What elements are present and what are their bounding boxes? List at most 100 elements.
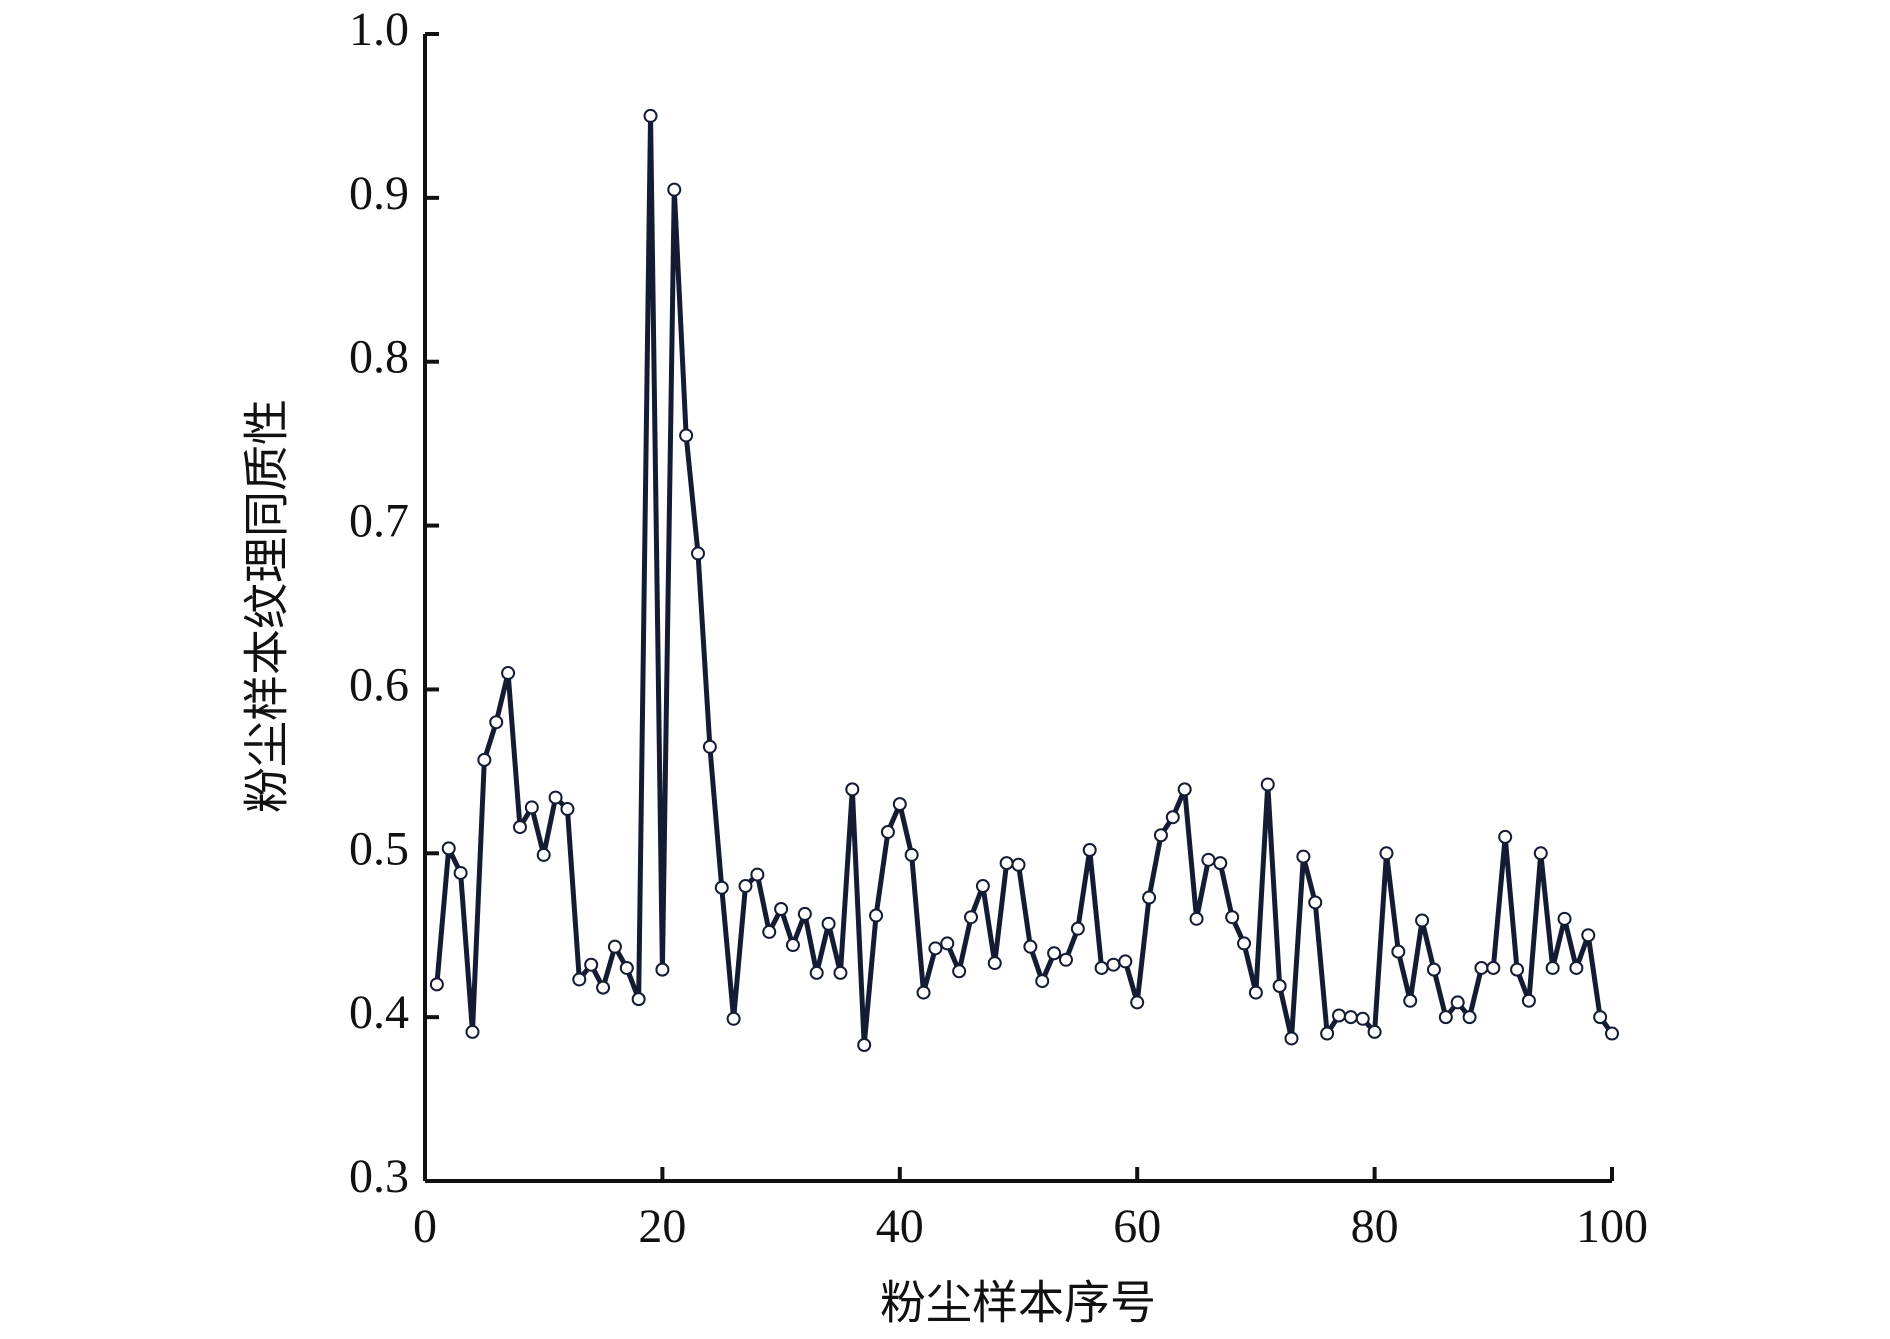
data-point (1533, 846, 1548, 861)
y-axis-title: 粉尘样本纹理同质性 (242, 399, 293, 813)
x-tick-label: 40 (876, 1200, 924, 1253)
data-point (1260, 777, 1275, 792)
data-point (1498, 829, 1513, 844)
data-point (429, 977, 444, 992)
data-point (501, 666, 516, 681)
data-point (1355, 1011, 1370, 1026)
data-point (1569, 960, 1584, 975)
data-point (1070, 921, 1085, 936)
data-point (809, 965, 824, 980)
y-tick-label: 0.4 (349, 986, 409, 1039)
data-point (750, 867, 765, 882)
data-point (536, 847, 551, 862)
data-point (774, 901, 789, 916)
data-point (548, 790, 563, 805)
data-point (691, 546, 706, 561)
data-point (1320, 1026, 1335, 1041)
data-point (1343, 1010, 1358, 1025)
data-point (880, 824, 895, 839)
data-point (1142, 890, 1157, 905)
data-point (702, 739, 717, 754)
data-point (679, 428, 694, 443)
data-point (1486, 960, 1501, 975)
data-point (1106, 957, 1121, 972)
data-point (821, 916, 836, 931)
data-point (524, 800, 539, 815)
data-point (1189, 911, 1204, 926)
data-point (1058, 952, 1073, 967)
x-tick-label: 80 (1351, 1200, 1399, 1253)
x-tick-label: 60 (1113, 1200, 1161, 1253)
data-point (1284, 1031, 1299, 1046)
data-point (1415, 913, 1430, 928)
data-point (1581, 928, 1596, 943)
data-point (833, 965, 848, 980)
data-point (892, 797, 907, 812)
series-line (434, 113, 1615, 1048)
data-point (904, 847, 919, 862)
data-point (916, 985, 931, 1000)
data-point (1094, 960, 1109, 975)
data-point (1047, 946, 1062, 961)
data-point (1605, 1026, 1619, 1041)
data-point (1426, 962, 1441, 977)
data-point (655, 962, 670, 977)
y-tick-label: 0.8 (349, 331, 409, 384)
x-tick-label: 20 (638, 1200, 686, 1253)
data-point (1118, 954, 1133, 969)
data-point (1201, 852, 1216, 867)
data-point (940, 936, 955, 951)
data-point (1462, 1010, 1477, 1025)
data-point (714, 880, 729, 895)
data-point (738, 879, 753, 894)
data-point (1521, 993, 1536, 1008)
x-axis-title: 粉尘样本序号 (880, 1278, 1156, 1329)
data-point (453, 865, 468, 880)
data-point (1474, 960, 1489, 975)
y-tick-label: 0.5 (349, 822, 409, 875)
data-point (1557, 911, 1572, 926)
data-point (1248, 985, 1263, 1000)
data-point (607, 939, 622, 954)
data-point (928, 941, 943, 956)
data-point (465, 1024, 480, 1039)
data-point (1391, 944, 1406, 959)
x-tick-label: 0 (413, 1200, 437, 1253)
data-point (1153, 828, 1168, 843)
data-point (1213, 856, 1228, 871)
data-point (643, 108, 658, 123)
data-point (1545, 960, 1560, 975)
data-point (1082, 843, 1097, 858)
data-point (999, 856, 1014, 871)
data-point (1450, 995, 1465, 1010)
data-point (797, 906, 812, 921)
y-tick-label: 0.3 (349, 1150, 409, 1203)
data-point (869, 908, 884, 923)
data-point (1296, 849, 1311, 864)
data-point (560, 802, 575, 817)
data-point (1225, 910, 1240, 925)
data-point (987, 956, 1002, 971)
data-point (952, 964, 967, 979)
data-point (584, 957, 599, 972)
data-point (1510, 962, 1525, 977)
data-point (596, 980, 611, 995)
data-point (489, 715, 504, 730)
data-point (857, 1037, 872, 1052)
data-point (1272, 979, 1287, 994)
data-point (1308, 895, 1323, 910)
data-point (1011, 857, 1026, 872)
data-point (572, 972, 587, 987)
data-point (441, 841, 456, 856)
data-point (477, 752, 492, 767)
data-point (1177, 782, 1192, 797)
data-point (845, 782, 860, 797)
data-point (762, 924, 777, 939)
data-point (726, 1011, 741, 1026)
data-point (512, 820, 527, 835)
data-point (1403, 993, 1418, 1008)
x-tick-label: 100 (1576, 1200, 1648, 1253)
data-point (975, 879, 990, 894)
data-point (1331, 1008, 1346, 1023)
